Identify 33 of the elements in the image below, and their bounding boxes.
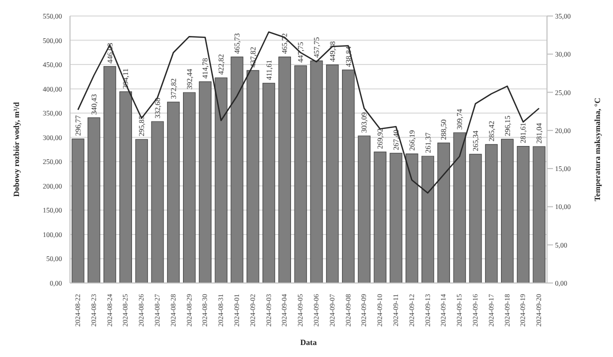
bar [422,156,434,283]
bar [246,70,260,283]
bar [104,66,116,283]
bar [406,153,418,283]
bar [294,65,307,283]
bar [135,139,148,283]
bar [72,138,84,283]
bar [262,82,276,283]
y-axis-title: Dobowy rozbiór wody, m³/d [12,102,21,197]
bar [390,152,402,283]
bar [516,146,530,283]
bar [167,102,180,283]
bar [532,146,546,283]
bar [453,132,466,283]
bar [119,91,132,283]
bar [485,144,498,283]
bar [437,142,450,283]
bar [342,70,355,283]
bar [501,138,514,283]
y2-axis-title: Temperatura maksymalna, °C [592,97,602,202]
bar [198,81,212,283]
bar [469,154,482,283]
bar [358,136,370,283]
bar [214,77,228,283]
bar [310,60,323,283]
bar [230,56,244,283]
bar [374,152,386,283]
bar [151,121,164,283]
bar [326,64,339,283]
bar [278,56,291,283]
bar [88,117,100,283]
bar [183,92,196,283]
x-axis-title: Data [300,338,317,347]
